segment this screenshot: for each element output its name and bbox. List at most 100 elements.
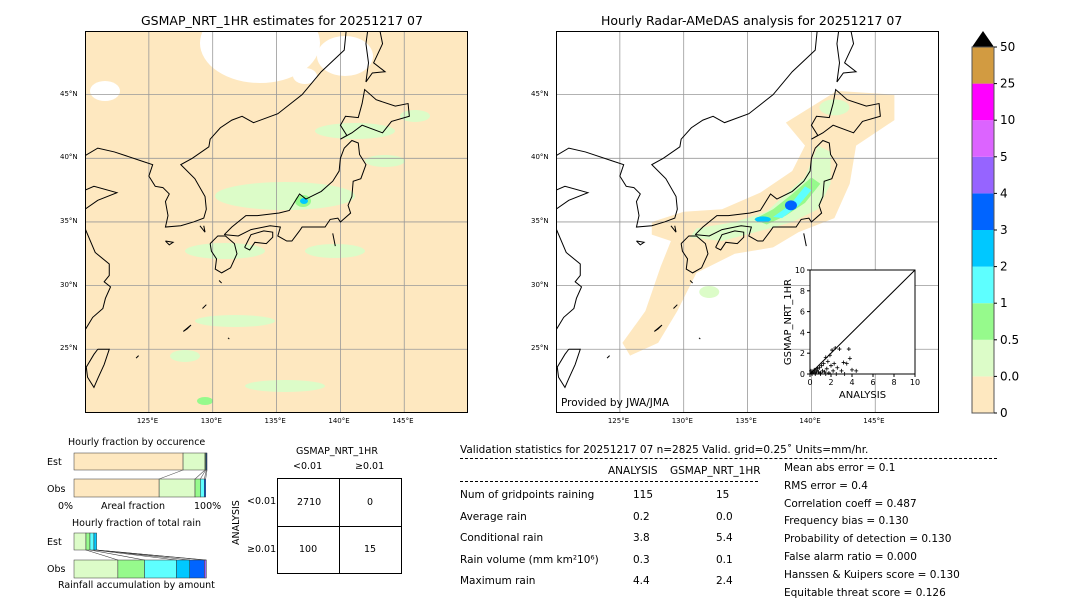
scatter-point: [814, 368, 819, 373]
coastline: [339, 88, 410, 140]
coastline: [223, 139, 367, 242]
rain-obs-label: Obs: [47, 564, 66, 575]
coastline: [85, 185, 119, 210]
rain-peak: [784, 200, 797, 211]
occurrence-title: Hourly fraction by occurence: [68, 437, 206, 448]
fraction-bar-segment: [189, 559, 205, 579]
scatter-point: [816, 369, 821, 374]
stat-row-analysis: 0.2: [633, 510, 650, 523]
lat-tick-label: 25°N: [60, 344, 78, 353]
cont-col-0: <0.01: [293, 461, 323, 472]
coastline: [715, 230, 745, 251]
stat-row-analysis: 4.4: [633, 575, 650, 587]
score-line: Correlation coeff = 0.487: [784, 497, 917, 510]
x-tick-label: 8: [891, 378, 896, 387]
contingency-table: 2710 0 100 15: [277, 478, 402, 574]
scatter-point: [811, 369, 816, 374]
rain-area: [215, 182, 355, 210]
fraction-bar-segment: [200, 478, 205, 498]
scatter-point: [844, 361, 849, 366]
colorbar-segment: [972, 266, 994, 304]
coastline: [135, 355, 139, 359]
colorbar-segment: [972, 83, 994, 121]
fraction-bar-segment: [176, 559, 190, 579]
lat-tick-label: 45°N: [60, 89, 78, 98]
coastline: [202, 304, 207, 309]
stat-row-gsmap: 5.4: [716, 532, 733, 544]
scatter-inset: 0 2 4 6 8 10 0 2 4 6 8 10 ANALYSIS GSMAP_NRT_1HR: [783, 266, 920, 401]
score-line: False alarm ratio = 0.000: [784, 551, 917, 563]
rain-area: [195, 315, 275, 327]
scatter-point: [820, 368, 825, 373]
fraction-bar-segment: [89, 532, 95, 551]
stats-header: Validation statistics for 20251217 07 n=…: [460, 444, 869, 456]
lat-tick-label: 40°N: [60, 153, 78, 162]
fraction-bar-segment: [85, 532, 91, 551]
y-tick-label: 6: [800, 308, 805, 317]
occ-est-label: Est: [47, 457, 62, 468]
y-tick-label: 0: [800, 370, 805, 379]
scatter-point: [817, 365, 822, 370]
fraction-bar-segment: [206, 452, 208, 471]
missing-data-area: [90, 81, 120, 101]
cell-d: 15: [364, 544, 377, 555]
fraction-bar-segment: [73, 452, 184, 471]
coastline: [85, 31, 347, 228]
lon-tick-label: 145°E: [392, 417, 414, 425]
cell-a: 2710: [297, 497, 322, 508]
scatter-point: [809, 368, 814, 373]
map-frame: [85, 31, 468, 413]
rain-area: [170, 350, 200, 362]
lon-tick-label: 130°E: [200, 417, 222, 425]
scatter-point: [833, 346, 838, 350]
cont-row-title: ANALYSIS: [231, 500, 242, 545]
lat-tick-label: 30°N: [60, 280, 78, 289]
scatter-point: [815, 366, 820, 371]
scatter-point: [842, 372, 847, 376]
stat-row-analysis: 0.3: [633, 553, 650, 566]
scatter-point: [823, 372, 828, 376]
x-tick-label: 0: [807, 378, 812, 387]
coastline: [332, 233, 336, 247]
stat-row-label: Conditional rain: [460, 532, 544, 544]
scatter-point: [834, 372, 839, 376]
stat-row-gsmap: 0.1: [716, 553, 733, 566]
lon-tick-label: 135°E: [735, 417, 757, 425]
colorbar-label: 1: [1000, 296, 1008, 310]
coastline: [836, 31, 858, 83]
fraction-bar-segment: [73, 478, 160, 498]
coastline: [209, 235, 238, 274]
lat-tick-label: 45°N: [531, 89, 549, 98]
lon-tick-label: 125°E: [607, 417, 630, 425]
stat-row-analysis: 3.8: [633, 532, 650, 544]
coastline: [85, 348, 110, 389]
fraction-bar-segment: [73, 532, 87, 551]
fraction-bar-segment: [93, 532, 97, 551]
colorbar-label: 10: [1000, 113, 1015, 127]
colorbar-segment: [972, 193, 994, 230]
rain-est-label: Est: [47, 537, 62, 548]
rain-area: [245, 380, 325, 392]
stat-row-gsmap: 15: [716, 489, 730, 501]
cont-row-0: <0.01: [247, 496, 277, 507]
x-tick-label: 2: [828, 378, 833, 387]
scatter-point: [824, 366, 829, 371]
colorbar-label: 5: [1000, 150, 1008, 164]
coastline: [165, 240, 175, 246]
coastline: [673, 304, 678, 309]
scatter-point: [826, 370, 831, 375]
colorbar: 0 0.01 0.5 1 2 3 4 5 10 25 50: [971, 31, 1020, 420]
colorbar-segment: [972, 47, 994, 84]
scatter-point: [830, 348, 835, 353]
coastline: [199, 225, 206, 233]
scatter-point: [831, 368, 836, 373]
colorbar-segment: [972, 376, 994, 413]
lon-tick-label: 135°E: [264, 417, 286, 425]
occ-x-tick-0: 0%: [58, 501, 74, 512]
stat-row-label: Rain volume (mm km²10⁶): [460, 553, 599, 566]
score-line: Frequency bias = 0.130: [784, 515, 909, 528]
colorbar-segment: [972, 303, 994, 340]
occ-x-tick-1: 100%: [194, 501, 222, 512]
stat-row-label: Maximum rain: [460, 575, 536, 587]
coastline: [556, 228, 583, 331]
